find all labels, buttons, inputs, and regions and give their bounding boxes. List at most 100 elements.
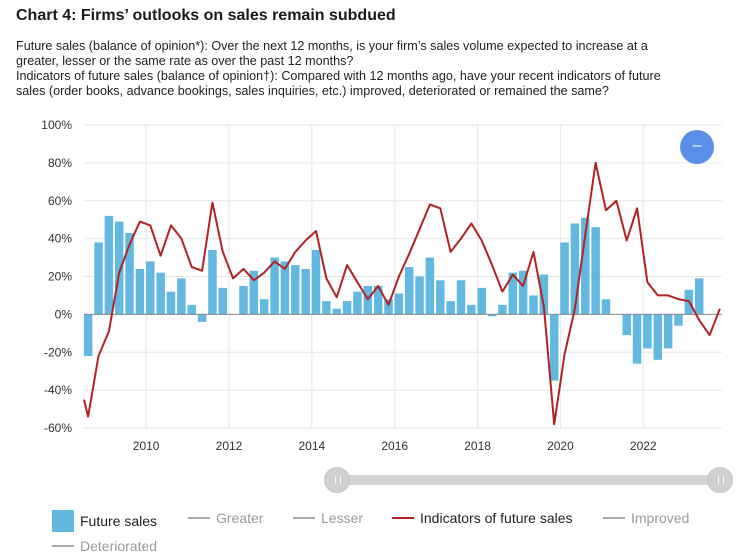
future-sales-bar: [373, 285, 383, 315]
future-sales-bar: [653, 314, 663, 360]
future-sales-bar: [560, 242, 569, 315]
x-tick-label: 2020: [547, 439, 574, 453]
future-sales-bar: [632, 314, 642, 364]
future-sales-bar: [342, 301, 352, 315]
legend-label: Deteriorated: [80, 538, 158, 554]
future-sales-bar: [549, 314, 559, 381]
future-sales-bar: [694, 278, 704, 315]
future-sales-bar: [166, 291, 176, 315]
future-sales-bar: [156, 272, 165, 315]
future-sales-bar: [280, 261, 290, 315]
legend-item-lesser[interactable]: Lesser: [293, 510, 363, 526]
legend-label: Future sales: [80, 513, 158, 529]
future-sales-bar: [436, 280, 445, 315]
future-sales-bar: [425, 257, 435, 315]
future-sales-bar: [187, 304, 196, 315]
future-sales-bar: [622, 314, 631, 336]
x-tick-label: 2010: [133, 439, 160, 453]
future-sales-bar: [498, 304, 507, 315]
future-sales-bar: [404, 267, 414, 315]
future-sales-bar: [539, 274, 549, 315]
future-sales-bar: [394, 293, 404, 315]
future-sales-bar: [353, 291, 362, 315]
legend-item-future-sales[interactable]: Future sales: [52, 510, 157, 532]
legend-item-improved[interactable]: Improved: [603, 510, 689, 526]
future-sales-bar: [581, 217, 590, 315]
y-tick-label: 0%: [55, 307, 73, 321]
future-sales-bar: [291, 265, 300, 315]
y-tick-label: -20%: [44, 345, 72, 359]
future-sales-bar: [125, 232, 134, 315]
subtitle-line: Indicators of future sales (balance of o…: [16, 69, 661, 83]
range-slider-right-handle[interactable]: [707, 467, 733, 493]
future-sales-bar: [146, 261, 155, 315]
line-swatch-icon: [392, 517, 414, 519]
future-sales-bar: [508, 272, 518, 315]
future-sales-bar: [311, 249, 321, 315]
future-sales-bar: [415, 276, 424, 315]
legend-item-deteriorated[interactable]: Deteriorated: [52, 538, 157, 554]
subtitle-line: sales (order books, advance bookings, sa…: [16, 84, 609, 98]
future-sales-bar: [674, 314, 683, 326]
subtitle-line: greater, lesser or the same rate as over…: [16, 54, 354, 68]
future-sales-bar: [135, 268, 145, 315]
future-sales-bar: [218, 287, 228, 315]
range-slider-left-handle[interactable]: [324, 467, 350, 493]
legend-item-greater[interactable]: Greater: [188, 510, 263, 526]
chart-title: Chart 4: Firms’ outlooks on sales remain…: [16, 7, 396, 24]
future-sales-bar: [456, 280, 466, 315]
future-sales-bar: [177, 278, 186, 315]
line-swatch-icon: [188, 517, 210, 519]
legend-label: Greater: [216, 510, 264, 526]
future-sales-bar: [94, 242, 103, 315]
future-sales-bar: [83, 314, 93, 357]
future-sales-bar: [591, 227, 600, 315]
x-tick-label: 2022: [630, 439, 657, 453]
future-sales-bar: [570, 223, 580, 315]
x-tick-label: 2012: [216, 439, 243, 453]
x-tick-label: 2018: [464, 439, 491, 453]
future-sales-bar: [643, 314, 652, 349]
subtitle-line: Future sales (balance of opinion*): Over…: [16, 39, 648, 53]
line-swatch-icon: [293, 517, 315, 519]
future-sales-bar: [384, 299, 393, 315]
chart-plot: -60% -40% -20% 0% 20% 40% 60% 80% 100% 2010 2012 20…: [41, 118, 722, 453]
future-sales-bar: [322, 301, 331, 315]
future-sales-bar: [332, 308, 341, 315]
future-sales-bar: [477, 287, 486, 315]
legend-label: Improved: [631, 510, 690, 526]
future-sales-bar: [518, 270, 528, 315]
indicators-of-future-sales-line: [83, 161, 721, 426]
legend-label: Lesser: [321, 510, 364, 526]
future-sales-bar: [301, 268, 310, 315]
future-sales-bar: [239, 285, 248, 315]
y-tick-label: 20%: [48, 270, 72, 284]
legend-label: Indicators of future sales: [420, 510, 573, 526]
legend-item-indicators[interactable]: Indicators of future sales: [392, 510, 573, 526]
future-sales-bar: [208, 249, 217, 315]
chart-subtitle: Future sales (balance of opinion*): Over…: [16, 39, 738, 99]
line-swatch-icon: [52, 545, 74, 547]
y-tick-label: 60%: [48, 194, 72, 208]
zoom-out-button[interactable]: –: [680, 130, 714, 164]
y-tick-label: 40%: [48, 232, 72, 246]
future-sales-bar: [663, 314, 673, 349]
line-swatch-icon: [603, 517, 625, 519]
y-tick-label: 100%: [41, 118, 72, 132]
y-tick-label: -60%: [44, 421, 72, 435]
future-sales-bar: [529, 295, 538, 315]
future-sales-bar: [601, 299, 611, 315]
future-sales-bar: [249, 270, 259, 315]
y-tick-label: -40%: [44, 383, 72, 397]
future-sales-bar: [446, 301, 455, 315]
range-slider-track[interactable]: [336, 475, 720, 485]
x-tick-label: 2014: [299, 439, 326, 453]
future-sales-bar: [259, 299, 269, 315]
future-sales-bar: [487, 314, 497, 317]
future-sales-bar: [114, 221, 124, 315]
future-sales-bar: [270, 257, 279, 315]
future-sales-bar: [467, 304, 476, 315]
y-tick-label: 80%: [48, 156, 72, 170]
future-sales-bar: [197, 314, 207, 322]
